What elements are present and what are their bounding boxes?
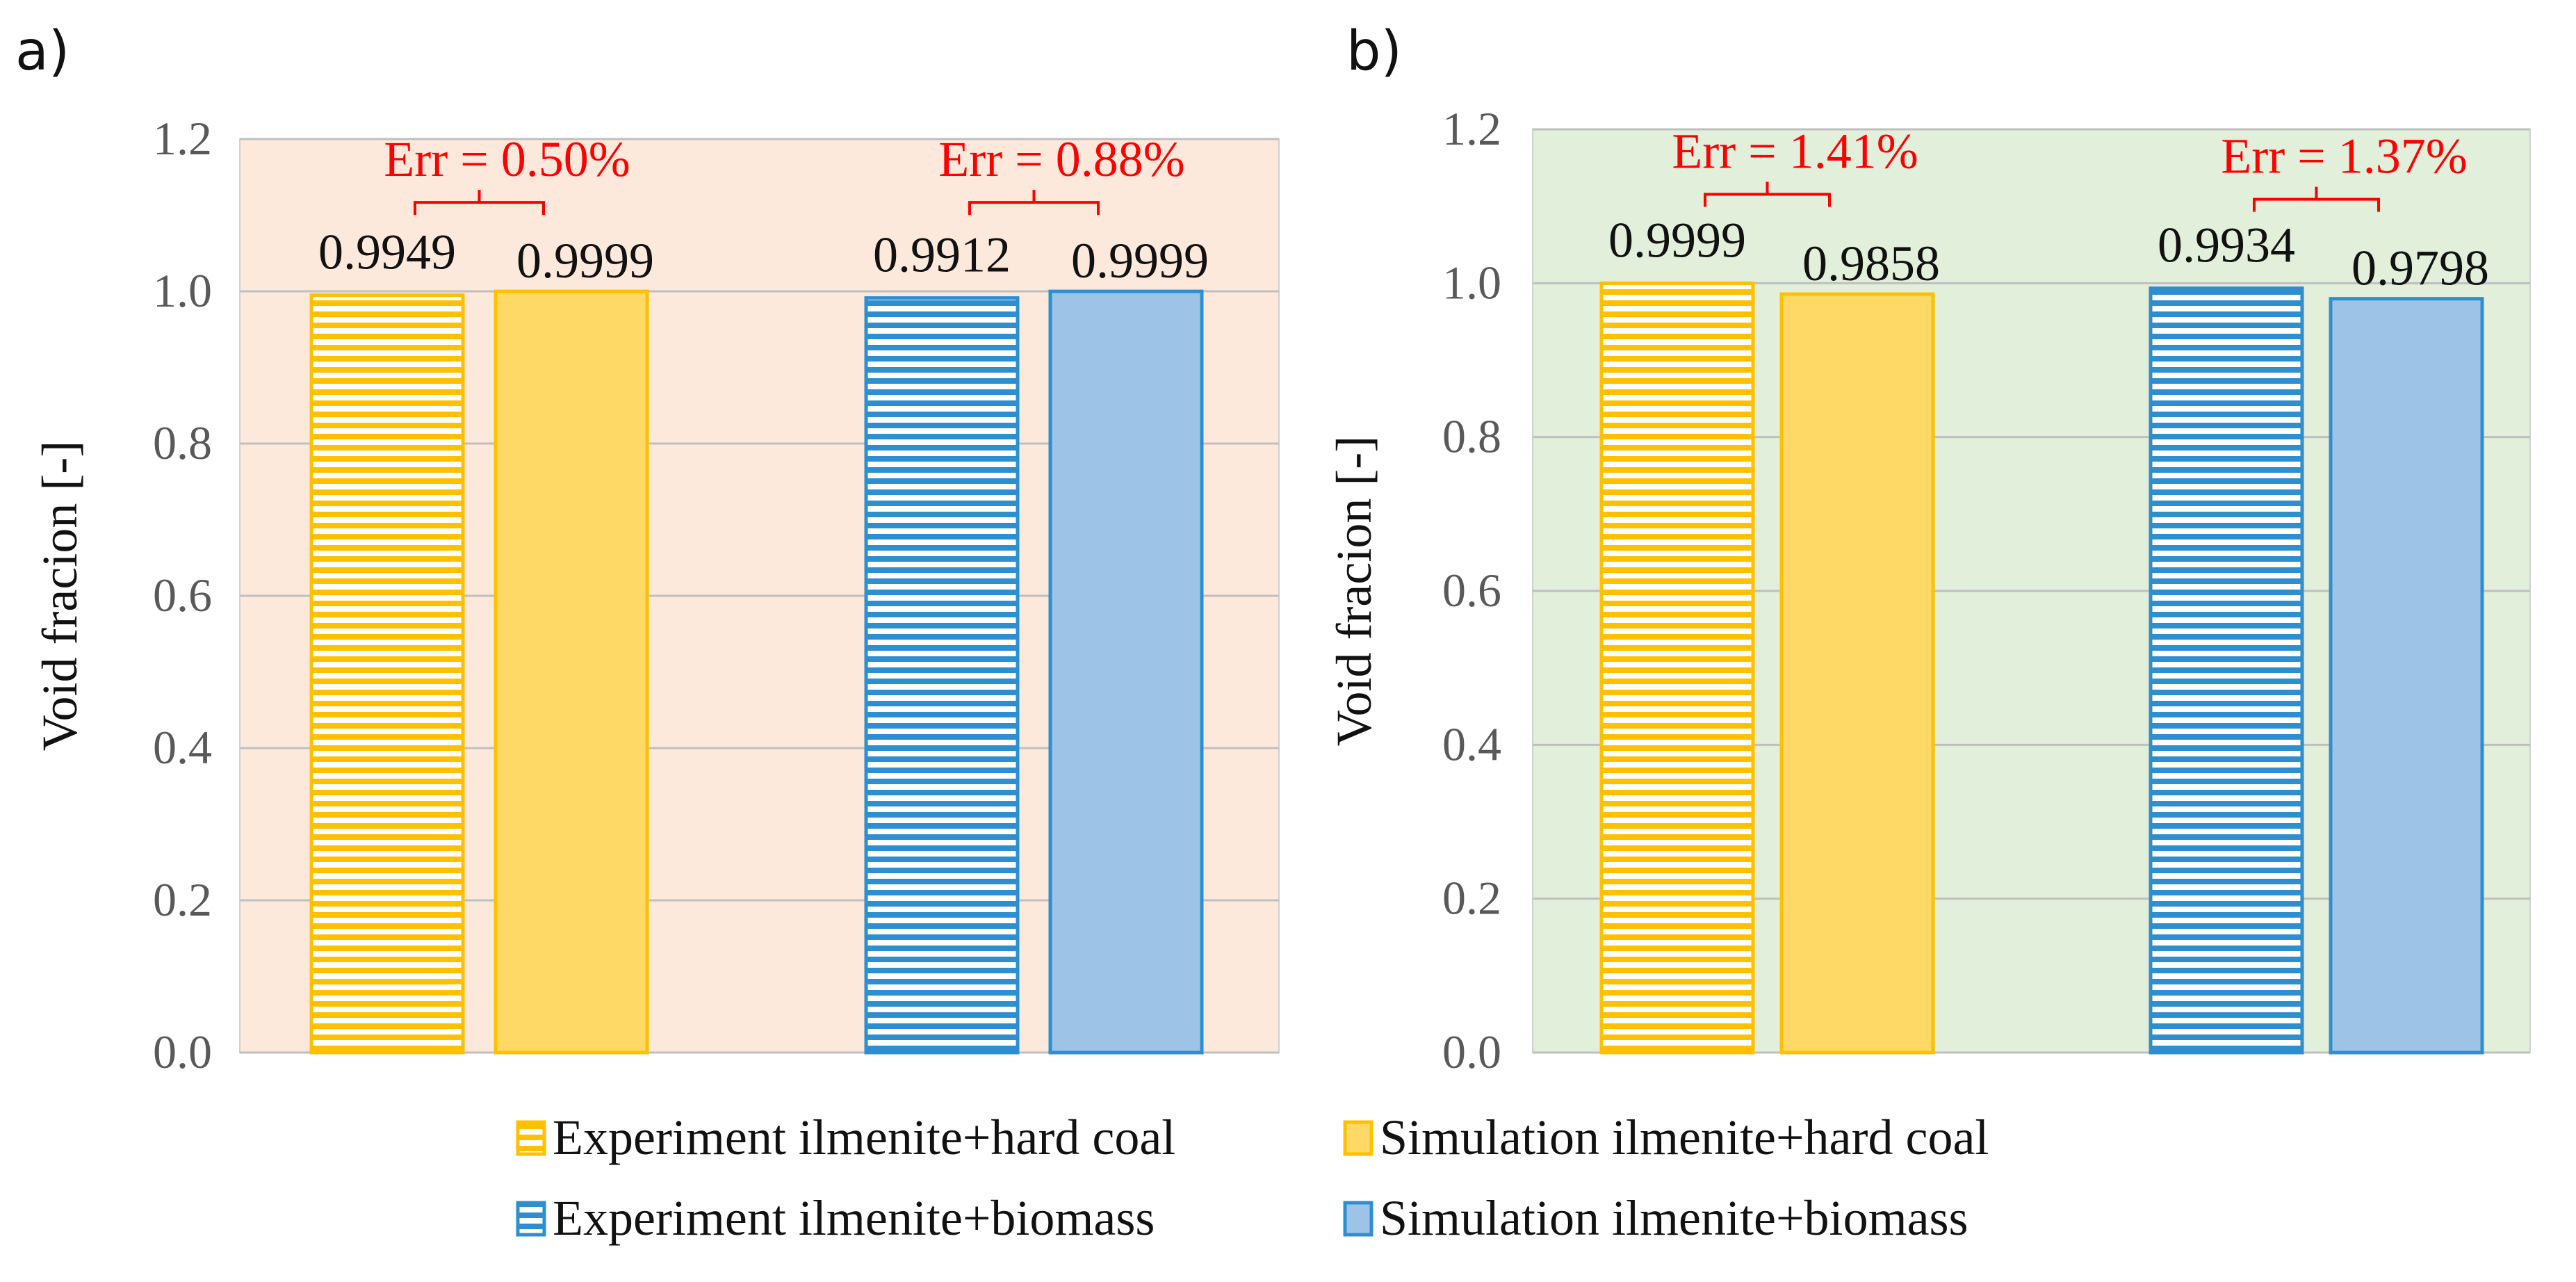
y-tick-label: 0.6	[153, 569, 212, 622]
err-label: Err = 1.37%	[2221, 129, 2468, 184]
err-bracket	[1704, 181, 1831, 207]
err-bracket	[968, 190, 1100, 216]
panel-label: b)	[1346, 20, 1402, 83]
y-tick-label: 0.0	[1442, 1025, 1501, 1078]
chart-panels: a) 0.0 0.2 0.4 0.6 0.8 1.0 1.2 Void fracion [-] 0…	[15, 20, 2531, 1078]
legend-item: Simulation ilmenite+hard coal	[1343, 1110, 1989, 1165]
err-label: Err = 0.50%	[384, 131, 630, 187]
data-label: 0.9912	[873, 227, 1011, 283]
data-label: 0.9999	[516, 233, 654, 289]
bar	[2329, 297, 2484, 1055]
y-tick-label: 1.0	[1442, 256, 1501, 309]
y-tick-label: 1.2	[1442, 102, 1501, 155]
y-tick-label: 1.0	[153, 264, 212, 317]
legend-swatch	[1343, 1201, 1373, 1237]
bar	[1599, 281, 1755, 1055]
y-tick-label: 0.8	[153, 416, 212, 469]
y-tick-label: 0.2	[1442, 872, 1501, 925]
bar	[864, 296, 1020, 1055]
data-label: 0.9949	[318, 225, 456, 280]
bar	[494, 289, 649, 1055]
data-label: 0.9999	[1071, 233, 1209, 289]
legend-label: Simulation ilmenite+hard coal	[1380, 1110, 1989, 1165]
data-label: 0.9999	[1608, 212, 1746, 268]
y-axis-label: Void fracion [-]	[32, 441, 88, 752]
err-label: Err = 0.88%	[938, 131, 1185, 187]
y-axis-label: Void fracion [-]	[1326, 436, 1382, 747]
legend-swatch	[516, 1120, 546, 1156]
err-bracket	[414, 190, 545, 216]
y-tick-label: 0.4	[153, 721, 212, 774]
chart-panel-b: b) 0.0 0.2 0.4 0.6 0.8 1.0 1.2 Void fracion [-] 0…	[1326, 20, 2531, 1078]
bar	[1779, 292, 1935, 1055]
y-tick-label: 0.2	[153, 873, 212, 926]
y-tick-label: 0.6	[1442, 564, 1501, 617]
bar	[2149, 286, 2304, 1055]
bar	[1048, 289, 1204, 1055]
data-label: 0.9934	[2158, 218, 2295, 273]
legend: Experiment ilmenite+hard coal Simulation …	[516, 1110, 1989, 1246]
panel-label: a)	[15, 20, 70, 83]
data-label: 0.9798	[2351, 241, 2489, 296]
data-label: 0.9858	[1802, 236, 1940, 291]
bar	[309, 293, 465, 1055]
chart-panel-a: a) 0.0 0.2 0.4 0.6 0.8 1.0 1.2 Void fracion [-] 0…	[15, 20, 1280, 1078]
legend-item: Experiment ilmenite+hard coal	[516, 1110, 1175, 1165]
y-tick-label: 0.4	[1442, 717, 1501, 770]
legend-label: Experiment ilmenite+hard coal	[553, 1110, 1175, 1165]
legend-item: Experiment ilmenite+biomass	[516, 1190, 1155, 1246]
err-bracket	[2253, 186, 2380, 212]
legend-swatch	[1343, 1120, 1373, 1156]
y-tick-label: 1.2	[153, 112, 212, 165]
legend-item: Simulation ilmenite+biomass	[1343, 1190, 1968, 1246]
legend-swatch	[516, 1201, 546, 1237]
y-tick-label: 0.0	[153, 1025, 212, 1078]
legend-label: Simulation ilmenite+biomass	[1380, 1190, 1968, 1246]
err-label: Err = 1.41%	[1672, 123, 1918, 179]
legend-label: Experiment ilmenite+biomass	[553, 1190, 1155, 1246]
y-tick-label: 0.8	[1442, 410, 1501, 463]
